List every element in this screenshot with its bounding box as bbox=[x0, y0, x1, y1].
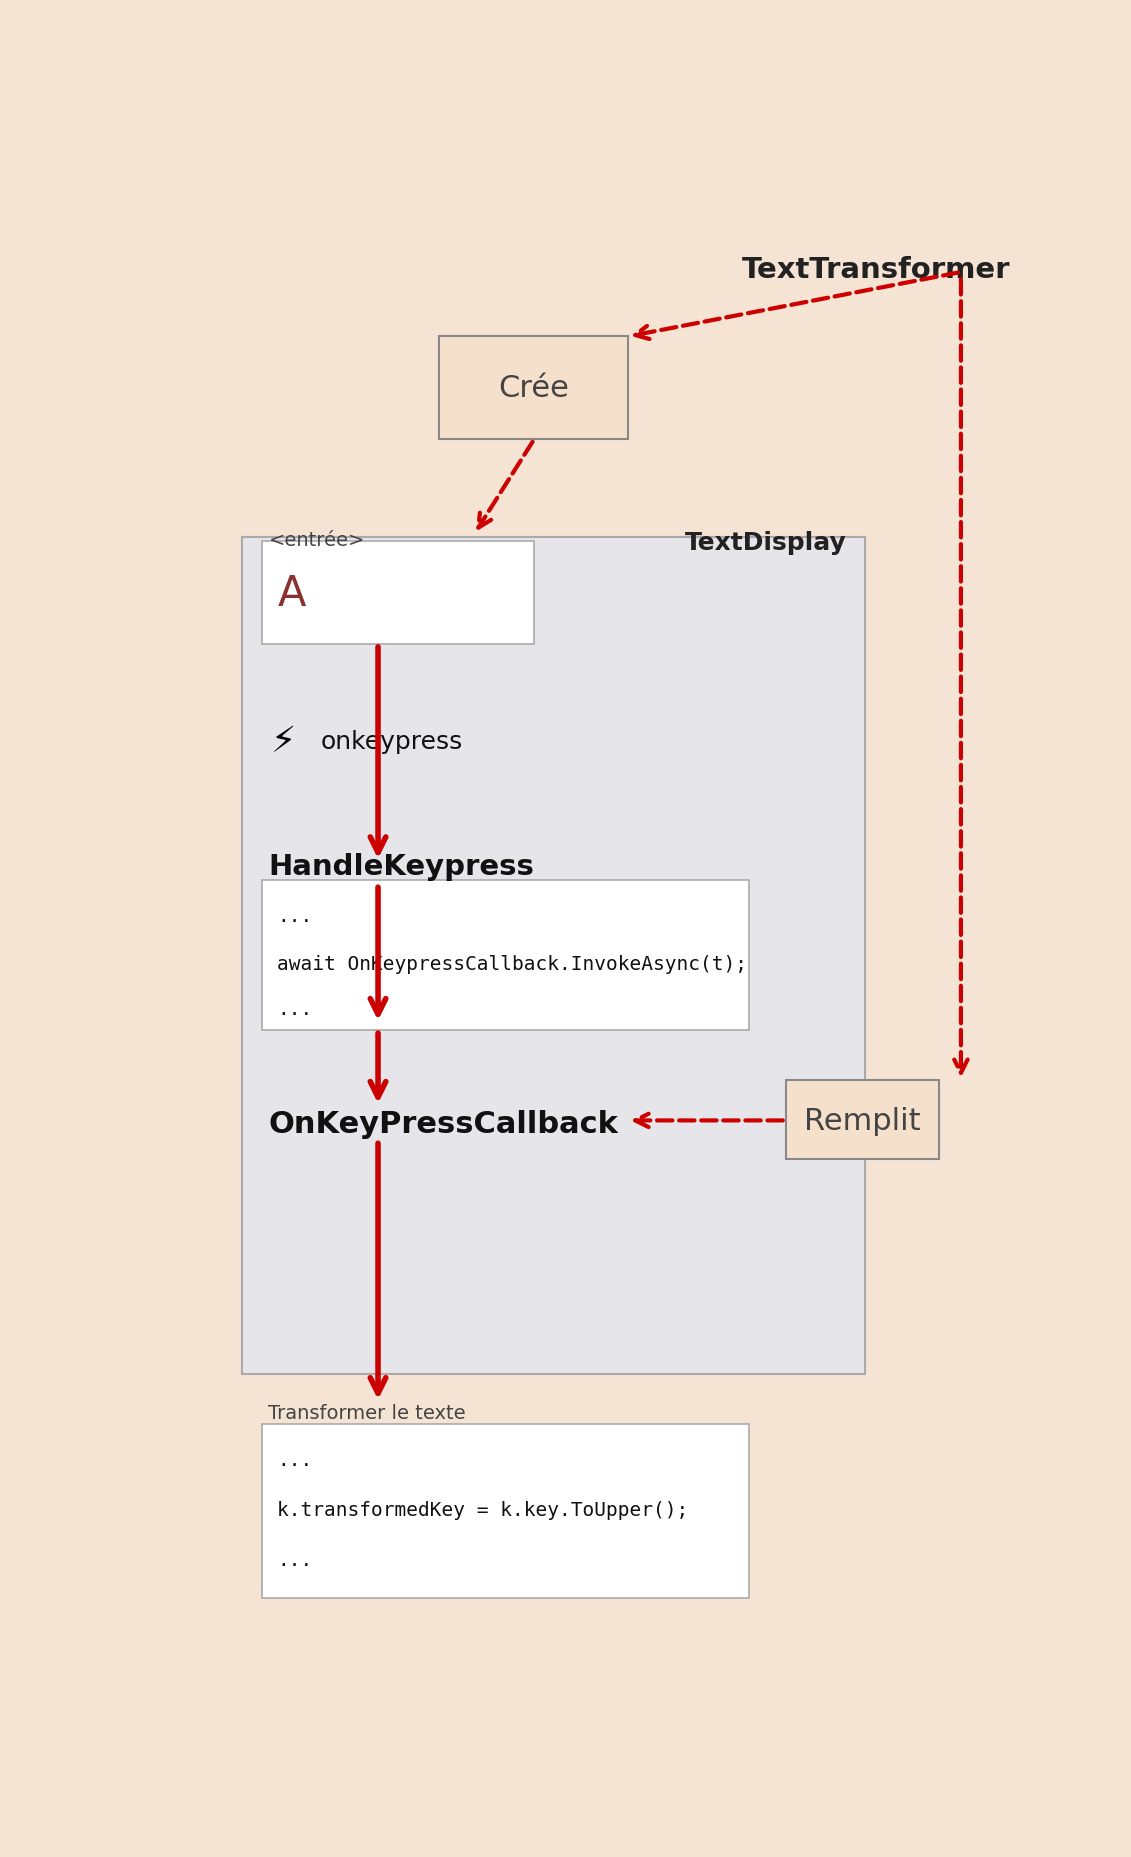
Text: ...: ... bbox=[277, 1551, 312, 1569]
FancyBboxPatch shape bbox=[786, 1081, 939, 1159]
FancyBboxPatch shape bbox=[242, 537, 864, 1374]
Text: Remplit: Remplit bbox=[803, 1107, 921, 1135]
Text: TextTransformer: TextTransformer bbox=[742, 256, 1010, 284]
Text: A: A bbox=[277, 572, 305, 615]
Text: HandleKeypress: HandleKeypress bbox=[268, 852, 534, 880]
Text: Crée: Crée bbox=[499, 375, 570, 403]
Text: <entrée>: <entrée> bbox=[268, 531, 365, 550]
Text: ...: ... bbox=[277, 1450, 312, 1469]
Text: k.transformedKey = k.key.ToUpper();: k.transformedKey = k.key.ToUpper(); bbox=[277, 1500, 689, 1519]
Text: Transformer le texte: Transformer le texte bbox=[268, 1404, 466, 1422]
FancyBboxPatch shape bbox=[262, 1424, 749, 1599]
Text: onkeypress: onkeypress bbox=[321, 730, 464, 754]
Text: TextDisplay: TextDisplay bbox=[685, 531, 847, 553]
Text: await OnKeypressCallback.InvokeAsync(t);: await OnKeypressCallback.InvokeAsync(t); bbox=[277, 954, 748, 973]
Text: ...: ... bbox=[277, 906, 312, 927]
Text: ⚡: ⚡ bbox=[271, 724, 296, 760]
FancyBboxPatch shape bbox=[262, 880, 749, 1031]
FancyBboxPatch shape bbox=[439, 338, 628, 440]
FancyBboxPatch shape bbox=[262, 542, 534, 644]
Text: OnKeyPressCallback: OnKeyPressCallback bbox=[268, 1109, 619, 1138]
Text: ...: ... bbox=[277, 999, 312, 1019]
